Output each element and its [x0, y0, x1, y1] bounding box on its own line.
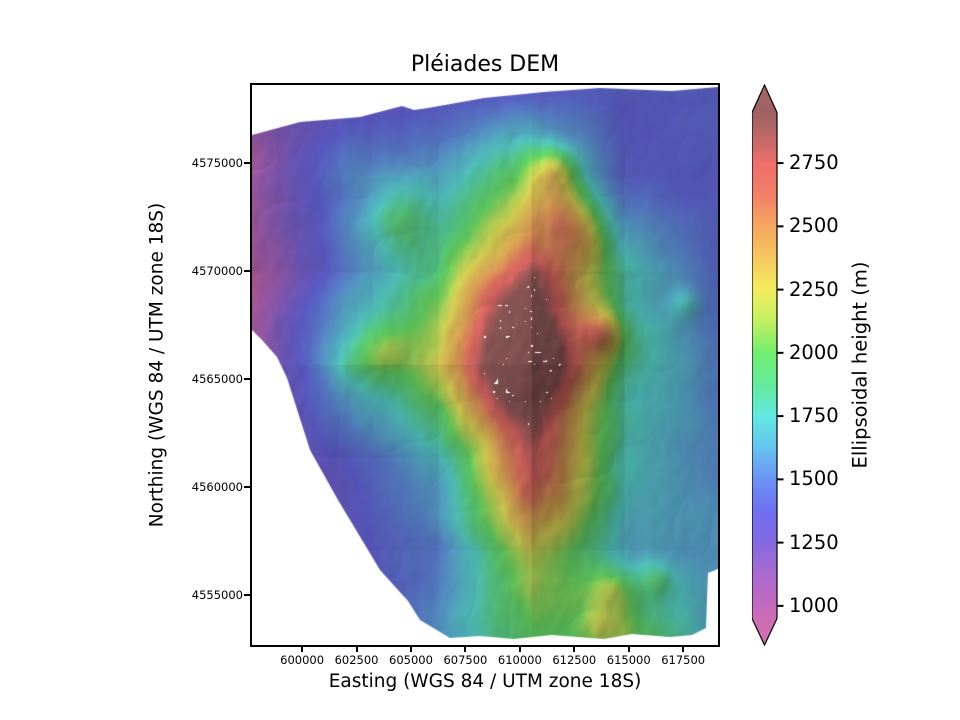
- x-tick-mark: [573, 647, 576, 652]
- plot-title: Pléiades DEM: [410, 52, 560, 77]
- y-tick-mark: [244, 486, 250, 489]
- x-tick-label: 602500: [334, 653, 379, 667]
- y-tick-label: 4560000: [191, 480, 243, 495]
- x-tick-mark: [355, 647, 358, 652]
- x-axis-label: Easting (WGS 84 / UTM zone 18S): [328, 671, 642, 692]
- colorbar-tick-label: 2000: [789, 340, 839, 364]
- colorbar-tick-label: 1500: [789, 467, 839, 491]
- colorbar-gradient-bar: [751, 83, 778, 647]
- x-tick-label: 610000: [497, 653, 542, 667]
- y-tick-mark: [244, 378, 250, 381]
- x-tick-label: 615000: [606, 653, 651, 667]
- colorbar-tick-label: 1250: [789, 530, 839, 554]
- colorbar-tick-label: 2500: [789, 214, 839, 238]
- y-tick-mark: [244, 269, 250, 272]
- y-tick-label: 4570000: [191, 263, 243, 278]
- y-tick-mark: [244, 161, 250, 164]
- colorbar-tick-label: 1000: [789, 593, 839, 617]
- dem-raster-image: [252, 85, 718, 645]
- y-tick-label: 4575000: [191, 155, 243, 170]
- x-tick-label: 605000: [389, 653, 433, 667]
- x-tick-mark: [682, 647, 685, 652]
- x-tick-label: 607500: [443, 653, 488, 667]
- y-tick-mark: [244, 594, 250, 597]
- x-tick-label: 612500: [552, 653, 597, 667]
- y-axis-label: Northing (WGS 84 / UTM zone 18S): [146, 202, 168, 528]
- colorbar-tick-label: 1750: [789, 404, 839, 428]
- x-tick-mark: [464, 647, 467, 652]
- x-tick-mark: [409, 647, 412, 652]
- colorbar-tick-label: 2750: [789, 151, 839, 175]
- x-tick-mark: [627, 647, 630, 652]
- x-tick-mark: [518, 647, 521, 652]
- x-tick-label: 600000: [280, 653, 325, 667]
- colorbar-label: Ellipsoidal height (m): [848, 261, 872, 469]
- y-tick-label: 4555000: [191, 588, 243, 603]
- x-tick-mark: [301, 647, 304, 652]
- colorbar-svg: [751, 83, 784, 647]
- map-axes-frame: [250, 83, 720, 647]
- colorbar: [751, 83, 792, 647]
- x-tick-label: 617500: [661, 653, 706, 667]
- colorbar-tick-label: 2250: [789, 277, 839, 301]
- y-tick-label: 4565000: [191, 372, 243, 387]
